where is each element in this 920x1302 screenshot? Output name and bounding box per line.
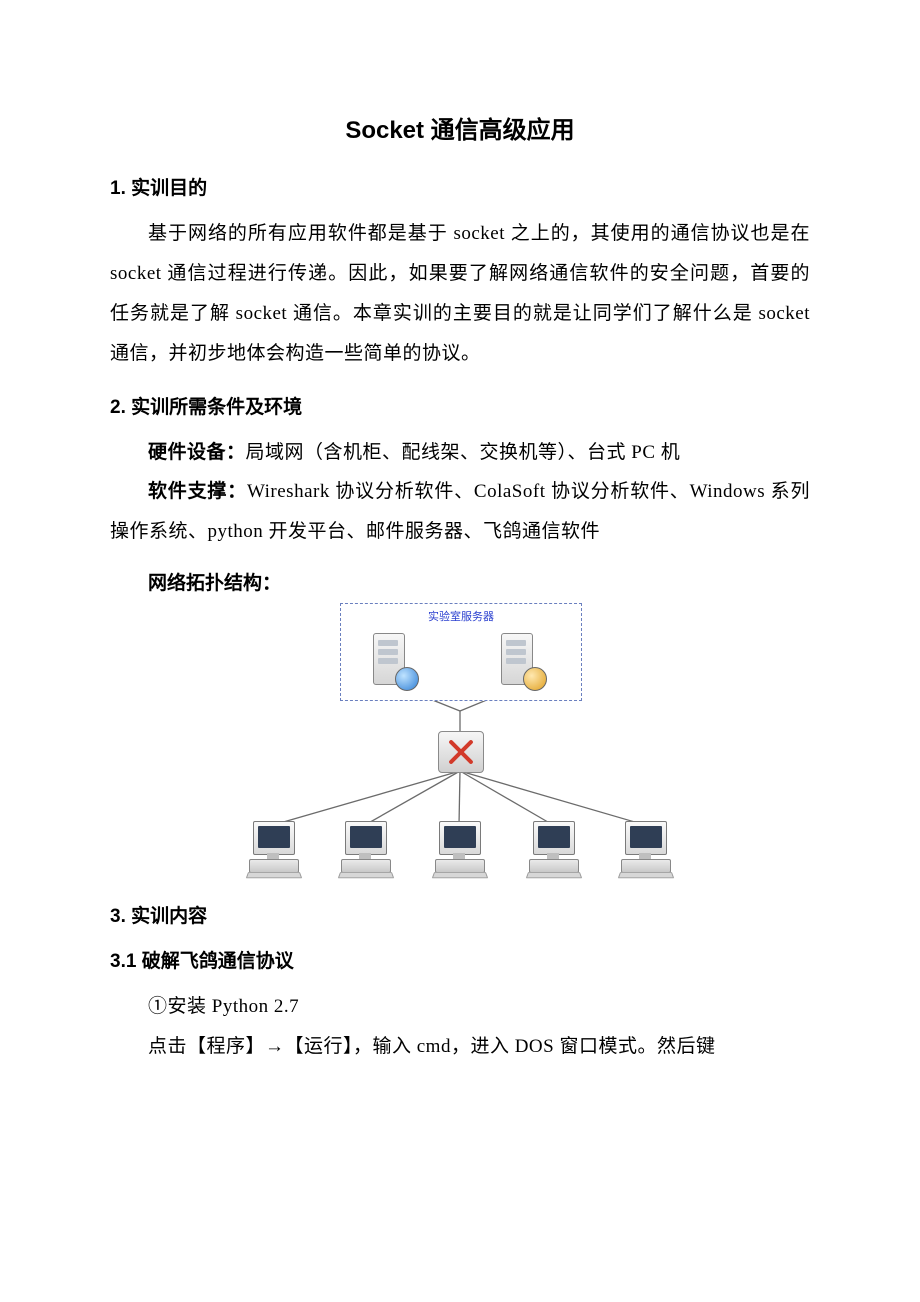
server-icon xyxy=(373,633,417,689)
section-num: 1. xyxy=(110,178,126,199)
page-title: Socket 通信高级应用 xyxy=(110,110,810,145)
section-text: 实训内容 xyxy=(131,906,207,927)
section-num: 3. xyxy=(110,906,126,927)
pc-icon xyxy=(431,821,487,877)
keyboard-icon xyxy=(526,872,582,878)
section-1-heading: 1. 实训目的 xyxy=(110,173,810,200)
monitor-icon xyxy=(533,821,575,855)
step-2: 点击【程序】→【运行】，输入 cmd，进入 DOS 窗口模式。然后键 xyxy=(110,1027,810,1067)
hardware-line: 硬件设备：局域网（含机柜、配线架、交换机等）、台式 PC 机 xyxy=(110,433,810,473)
hardware-label: 硬件设备： xyxy=(148,442,246,463)
monitor-icon xyxy=(439,821,481,855)
server-icon xyxy=(501,633,545,689)
keyboard-icon xyxy=(246,872,302,878)
section-text: 破解飞鸽通信协议 xyxy=(142,951,294,972)
software-label: 软件支撑： xyxy=(148,481,247,502)
keyboard-icon xyxy=(338,872,394,878)
section-text: 实训所需条件及环境 xyxy=(131,397,302,418)
software-line: 软件支撑：Wireshark 协议分析软件、ColaSoft 协议分析软件、Wi… xyxy=(110,472,810,552)
document-page: Socket 通信高级应用 1. 实训目的 基于网络的所有应用软件都是基于 so… xyxy=(0,0,920,1107)
pc-icon xyxy=(245,821,301,877)
pc-icon xyxy=(617,821,673,877)
section-num: 2. xyxy=(110,397,126,418)
monitor-icon xyxy=(625,821,667,855)
section-3-heading: 3. 实训内容 xyxy=(110,901,810,928)
topology-label: 网络拓扑结构： xyxy=(110,568,810,595)
hardware-text: 局域网（含机柜、配线架、交换机等）、台式 PC 机 xyxy=(246,442,681,463)
keyboard-icon xyxy=(618,872,674,878)
section-3-1-heading: 3.1 破解飞鸽通信协议 xyxy=(110,946,810,973)
section-num: 3.1 xyxy=(110,951,136,972)
keyboard-icon xyxy=(432,872,488,878)
intro-paragraph: 基于网络的所有应用软件都是基于 socket 之上的，其使用的通信协议也是在 s… xyxy=(110,214,810,374)
pc-icon xyxy=(337,821,393,877)
server-globe-icon xyxy=(395,667,419,691)
monitor-icon xyxy=(253,821,295,855)
monitor-icon xyxy=(345,821,387,855)
topology-diagram: 实验室服务器 xyxy=(245,603,675,883)
topology-diagram-wrap: 实验室服务器 xyxy=(110,603,810,883)
section-text: 实训目的 xyxy=(131,178,207,199)
section-2-heading: 2. 实训所需条件及环境 xyxy=(110,392,810,419)
switch-icon xyxy=(438,731,484,773)
pc-icon xyxy=(525,821,581,877)
switch-x-icon xyxy=(447,738,475,766)
server-group-label: 实验室服务器 xyxy=(341,608,581,624)
server-disk-icon xyxy=(523,667,547,691)
step-1: ①安装 Python 2.7 xyxy=(110,987,810,1027)
